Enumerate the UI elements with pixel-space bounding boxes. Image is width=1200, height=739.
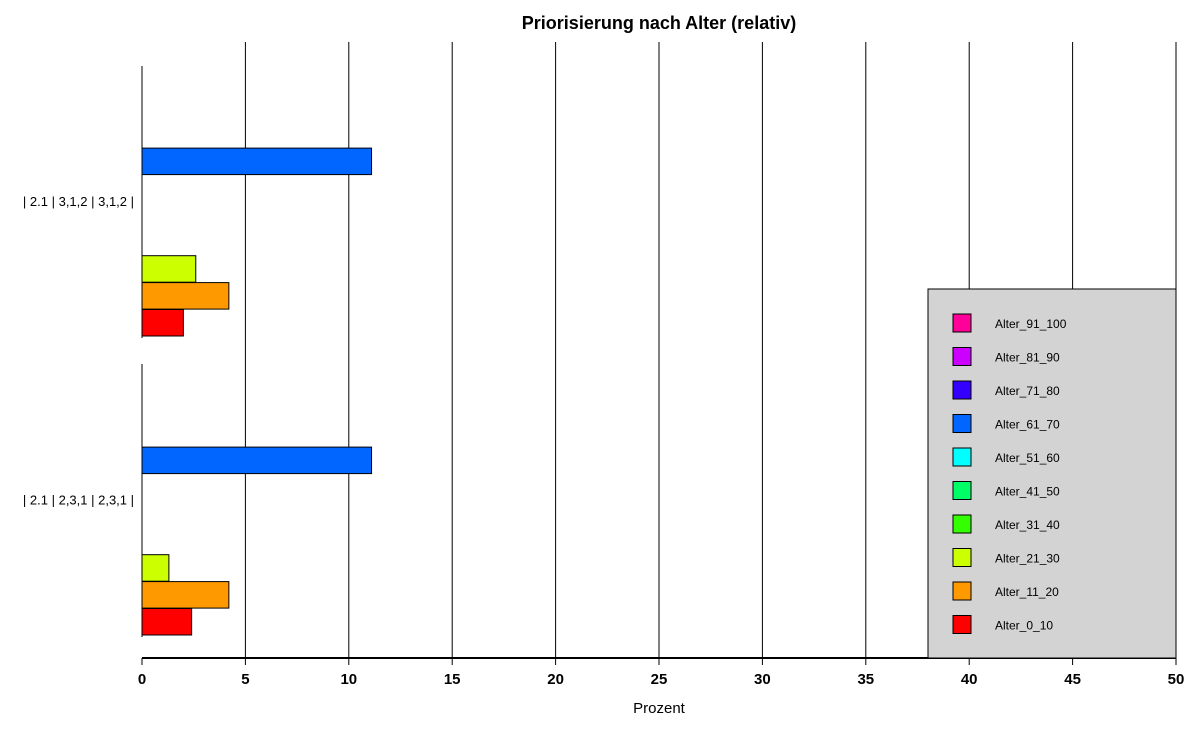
legend-entry: Alter_91_100	[995, 317, 1067, 331]
x-tick-label: 35	[857, 671, 874, 688]
legend-swatch	[952, 347, 972, 366]
x-tick-label: 45	[1064, 671, 1081, 688]
bar-alter-21-30	[141, 255, 197, 283]
bar-alter-0-10	[141, 608, 193, 636]
legend-swatch	[952, 481, 972, 500]
category-label: | 2.1 | 3,1,2 | 3,1,2 |	[23, 194, 134, 209]
legend-swatch	[952, 581, 972, 601]
legend-entry: Alter_41_50	[995, 485, 1060, 499]
legend-swatch	[952, 414, 972, 433]
legend-swatch	[952, 548, 972, 567]
chart-title: Priorisierung nach Alter (relativ)	[522, 13, 796, 33]
axes: 0 5 10 15 20 25 30 35 40 45 50	[138, 657, 1185, 688]
legend-box	[927, 288, 1177, 659]
legend-entry: Alter_81_90	[995, 351, 1060, 365]
x-tick-label: 15	[444, 671, 461, 688]
x-tick-label: 40	[961, 671, 978, 688]
legend-entry: Alter_71_80	[995, 384, 1060, 398]
x-tick-label: 30	[754, 671, 771, 688]
bar-alter-0-10	[141, 309, 184, 337]
category-labels: | 2.1 | 3,1,2 | 3,1,2 | | 2.1 | 2,3,1 | 2…	[23, 194, 134, 508]
bars	[141, 66, 373, 637]
legend-entry: Alter_11_20	[995, 585, 1059, 599]
bar-alter-61-70	[141, 446, 373, 475]
legend-swatch	[952, 615, 972, 634]
legend: Alter_91_100 Alter_81_90 Alter_71_80 Alter_…	[927, 288, 1177, 659]
legend-entry: Alter_0_10	[995, 619, 1053, 633]
x-axis-label: Prozent	[633, 700, 686, 717]
x-tick-label: 0	[138, 671, 146, 688]
x-tick-label: 25	[651, 671, 668, 688]
legend-swatch	[952, 514, 972, 534]
legend-entry: Alter_31_40	[995, 518, 1060, 532]
x-tick-label: 5	[241, 671, 249, 688]
x-tick-label: 10	[340, 671, 357, 688]
category-label: | 2.1 | 2,3,1 | 2,3,1 |	[23, 493, 134, 508]
legend-entry: Alter_21_30	[995, 552, 1060, 566]
bar-alter-21-30	[141, 554, 170, 582]
bar-alter-11-20	[141, 581, 230, 609]
x-tick-label: 50	[1168, 671, 1185, 688]
legend-swatch	[952, 380, 972, 400]
legend-entry: Alter_61_70	[995, 418, 1060, 432]
bar-alter-61-70	[141, 147, 373, 176]
bar-alter-11-20	[141, 282, 230, 310]
x-tick-label: 20	[547, 671, 564, 688]
legend-entry: Alter_51_60	[995, 451, 1060, 465]
legend-swatch	[952, 447, 972, 467]
legend-swatch	[952, 313, 972, 333]
